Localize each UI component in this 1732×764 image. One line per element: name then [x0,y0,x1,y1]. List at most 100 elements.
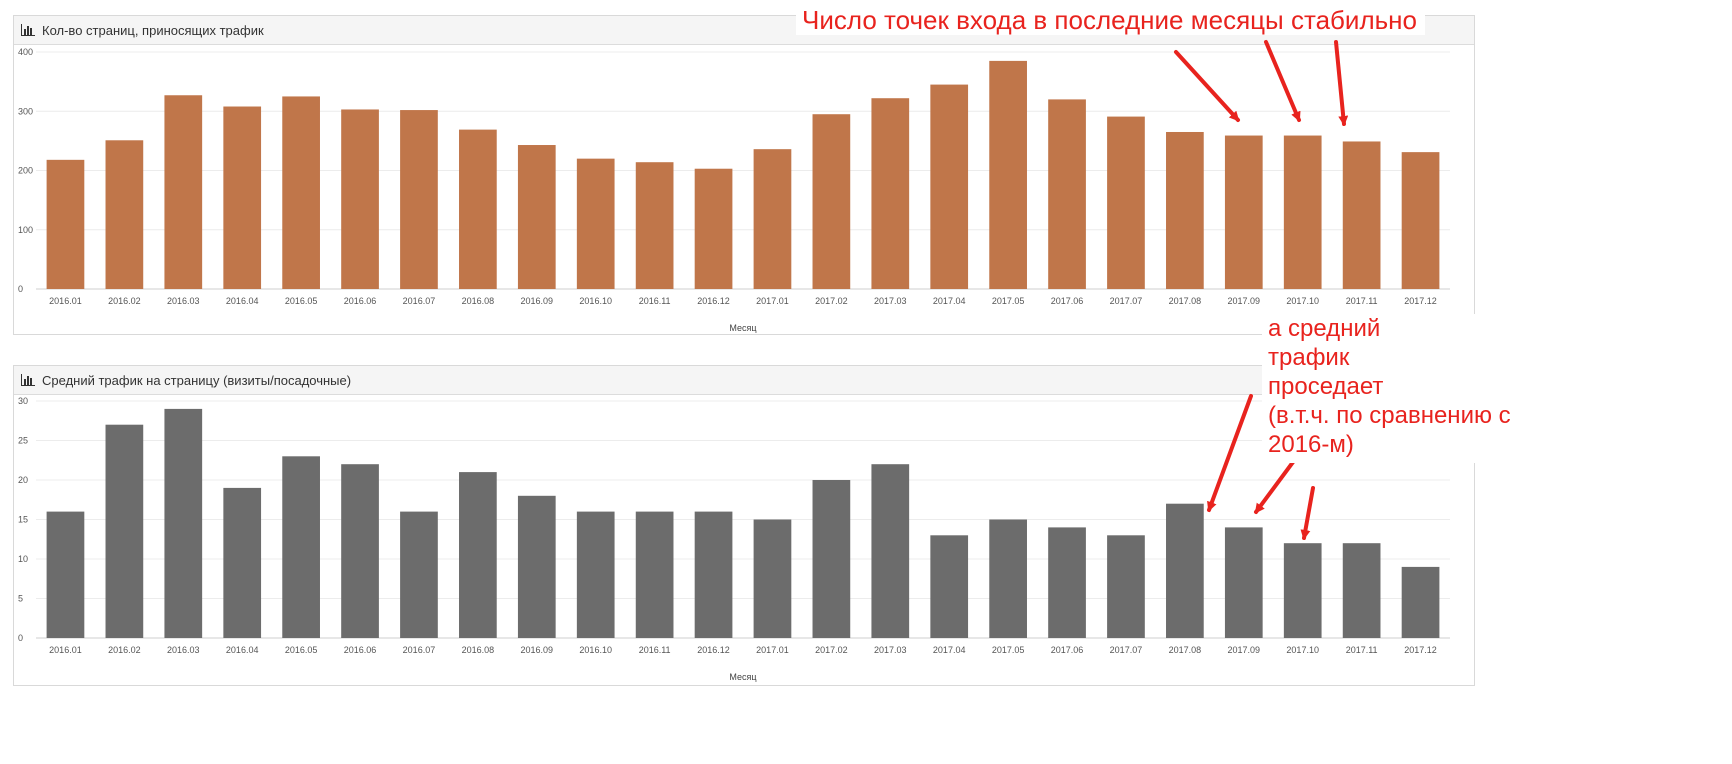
bar[interactable] [341,464,379,638]
bar[interactable] [46,159,85,289]
bar[interactable] [1048,99,1086,290]
x-tick-label: 2017.10 [1286,296,1319,306]
bar[interactable] [1107,116,1145,290]
x-tick-label: 2017.05 [992,645,1025,655]
bar[interactable] [694,168,733,289]
x-tick-label: 2017.04 [933,296,966,306]
x-tick-label: 2017.12 [1404,296,1437,306]
bar[interactable] [341,109,379,289]
x-tick-label: 2016.03 [167,296,200,306]
x-tick-label: 2016.12 [697,645,730,655]
bar[interactable] [459,472,497,638]
x-tick-label: 2017.07 [1110,296,1143,306]
bar[interactable] [517,495,556,638]
x-tick-label: 2017.08 [1169,296,1202,306]
bar[interactable] [1342,543,1381,638]
x-tick-label: 2017.06 [1051,645,1084,655]
x-tick-label: 2016.02 [108,296,141,306]
bar[interactable] [1283,543,1322,638]
bar[interactable] [812,480,851,638]
bar[interactable] [223,487,262,638]
bar[interactable] [517,145,556,289]
bar[interactable] [1342,141,1381,289]
x-tick-label: 2017.01 [756,645,789,655]
y-tick-label: 0 [18,284,23,294]
x-tick-label: 2016.01 [49,296,82,306]
x-tick-label: 2016.09 [521,645,554,655]
annotation-bottom: а средний трафик проседает (в.т.ч. по ср… [1262,314,1536,463]
bar[interactable] [576,158,615,289]
bar[interactable] [753,149,792,289]
bar[interactable] [812,114,851,290]
x-tick-label: 2017.02 [815,296,848,306]
x-tick-label: 2016.05 [285,296,318,306]
y-tick-label: 10 [18,554,28,564]
bar[interactable] [930,84,969,290]
x-tick-label: 2016.09 [521,296,554,306]
bar[interactable] [871,98,910,289]
bar[interactable] [1048,527,1086,638]
bar[interactable] [576,511,615,638]
bar[interactable] [1283,135,1322,289]
bar[interactable] [400,511,438,638]
bar[interactable] [105,424,144,638]
y-tick-label: 400 [18,47,33,57]
bar[interactable] [930,535,969,638]
x-tick-label: 2017.05 [992,296,1025,306]
bar[interactable] [989,60,1027,290]
x-tick-label: 2016.11 [639,645,671,655]
annotation-line: 2016-м) [1268,431,1354,458]
x-tick-label: 2017.11 [1346,645,1378,655]
bar[interactable] [1107,535,1145,638]
x-tick-label: 2016.11 [639,296,671,306]
bar[interactable] [400,110,438,289]
x-tick-label: 2017.08 [1169,645,1202,655]
x-tick-label: 2017.12 [1404,645,1437,655]
y-tick-label: 100 [18,225,33,235]
chart-panel-pages: Кол-во страниц, приносящих трафик 0 100 20… [13,15,1475,335]
bar[interactable] [105,140,144,289]
x-tick-label: 2016.04 [226,296,259,306]
bar-chart-pages: 0 100 200 300 400 2016.01 2016.02 2016.03 2016.0… [18,47,1450,333]
x-tick-label: 2016.06 [344,645,377,655]
bar[interactable] [635,162,674,289]
annotation-line: трафик [1268,344,1350,371]
x-tick-label: 2016.10 [579,645,612,655]
bar[interactable] [1401,566,1440,638]
bar[interactable] [1401,152,1440,289]
bar[interactable] [1166,503,1204,638]
bar[interactable] [459,129,497,289]
bar[interactable] [871,464,910,638]
bar[interactable] [1224,527,1263,638]
bar[interactable] [282,456,320,638]
x-tick-label: 2016.06 [344,296,377,306]
x-tick-label: 2017.10 [1286,645,1319,655]
bar-chart-icon [21,24,35,36]
x-axis-title: Месяц [729,672,756,682]
bar[interactable] [282,96,320,289]
bar[interactable] [223,106,262,289]
bar[interactable] [635,511,674,638]
bar[interactable] [46,511,85,638]
bar[interactable] [1166,131,1204,289]
x-tick-label: 2017.04 [933,645,966,655]
bar[interactable] [753,519,792,639]
bar[interactable] [1224,135,1263,289]
annotation-top: Число точек входа в последние месяцы ста… [796,5,1425,35]
x-tick-label: 2016.08 [462,645,495,655]
bar[interactable] [164,408,203,638]
bar-chart-icon [21,374,35,386]
bar[interactable] [164,95,203,289]
x-tick-label: 2016.02 [108,645,141,655]
x-axis-title: Месяц [729,323,756,333]
y-tick-label: 30 [18,396,28,406]
x-tick-label: 2016.01 [49,645,82,655]
x-tick-label: 2016.03 [167,645,200,655]
x-tick-label: 2017.03 [874,296,907,306]
y-tick-label: 0 [18,633,23,643]
bar[interactable] [989,519,1027,639]
bar[interactable] [694,511,733,638]
chart-title: Средний трафик на страницу (визиты/посад… [42,373,352,388]
x-tick-label: 2017.09 [1228,645,1261,655]
annotation-line: проседает [1268,373,1384,400]
